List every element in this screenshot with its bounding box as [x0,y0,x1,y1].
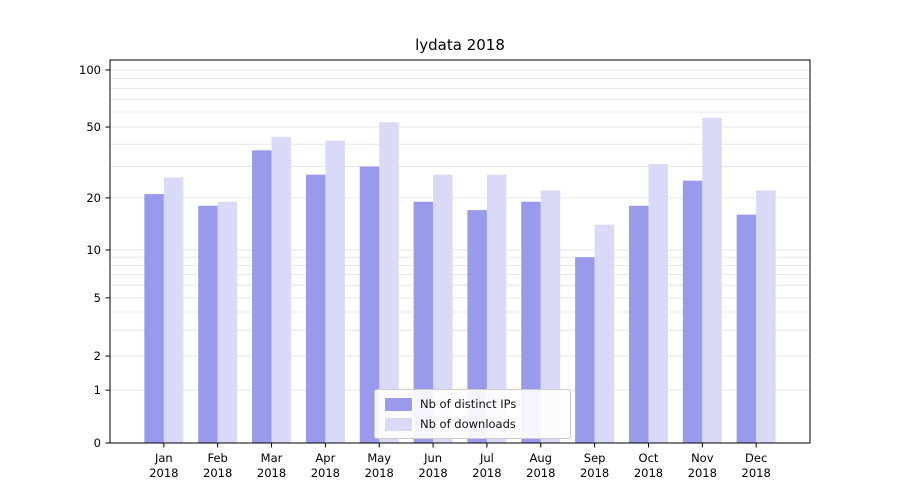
y-tick-label: 2 [94,349,101,363]
bar-distinct-ips-jul [467,210,487,443]
x-tick-label-month: Oct [639,451,659,465]
x-tick-label-month: Nov [691,451,714,465]
x-tick-label-year: 2018 [257,466,286,480]
bar-downloads-dec [756,190,776,443]
legend-swatch-downloads [385,417,412,431]
bar-distinct-ips-oct [628,205,649,443]
bar-distinct-ips-sep [575,257,595,443]
legend-item-distinct-ips: Nb of distinct IPs [385,397,560,411]
x-tick-label-month: Mar [261,451,283,465]
x-tick-label-year: 2018 [472,466,501,480]
y-tick-label: 1 [94,383,101,397]
y-tick-label: 10 [86,243,101,257]
x-tick-label-month: Sep [584,451,606,465]
bar-downloads-jun [433,174,453,443]
bar-distinct-ips-dec [736,214,757,443]
legend-item-downloads: Nb of downloads [385,417,560,431]
x-tick-label-month: Dec [745,451,767,465]
x-tick-label-month: Jun [423,451,442,465]
bar-downloads-jul [486,174,507,443]
bar-downloads-aug [540,190,561,443]
bar-distinct-ips-feb [198,205,218,443]
plot-border [109,59,811,444]
bar-distinct-ips-jan [144,194,164,443]
x-tick-label-year: 2018 [742,466,771,480]
chart-title: lydata 2018 [415,36,505,54]
x-tick-label-year: 2018 [634,466,663,480]
x-tick-label-year: 2018 [688,466,717,480]
y-tick-label: 50 [86,120,101,134]
x-tick-label-year: 2018 [580,466,609,480]
x-tick-label-year: 2018 [418,466,447,480]
bar-distinct-ips-apr [305,174,326,443]
bar-distinct-ips-nov [682,180,703,443]
x-tick-label-month: Jul [479,451,494,465]
y-tick-label: 0 [94,436,101,450]
bar-downloads-nov [702,117,722,444]
x-tick-label-month: May [367,451,391,465]
bar-downloads-feb [217,201,238,443]
x-tick-label-month: Feb [208,451,228,465]
y-tick-label: 100 [79,63,101,77]
legend-label-downloads: Nb of downloads [420,417,516,431]
legend: Nb of distinct IPs Nb of downloads [374,389,571,439]
x-tick-label-month: Jan [154,451,173,465]
legend-swatch-distinct-ips [385,397,412,411]
x-tick-label-month: Apr [315,451,335,465]
legend-label-distinct-ips: Nb of distinct IPs [420,397,517,411]
x-tick-label-year: 2018 [311,466,340,480]
bar-downloads-sep [594,224,615,443]
x-tick-label-month: Aug [530,451,552,465]
y-tick-label: 20 [86,191,101,205]
bar-distinct-ips-mar [252,150,272,443]
bar-downloads-jan [163,177,184,444]
bar-downloads-may [379,122,399,443]
bar-downloads-oct [648,163,668,443]
bar-distinct-ips-aug [521,201,541,443]
y-tick-label: 5 [94,291,101,305]
bar-distinct-ips-jun [413,201,434,443]
bar-distinct-ips-may [359,166,380,443]
x-tick-label-year: 2018 [526,466,555,480]
bar-downloads-apr [325,140,345,443]
bar-downloads-mar [271,136,292,444]
x-tick-label-year: 2018 [365,466,394,480]
x-tick-label-year: 2018 [203,466,232,480]
x-tick-label-year: 2018 [149,466,178,480]
